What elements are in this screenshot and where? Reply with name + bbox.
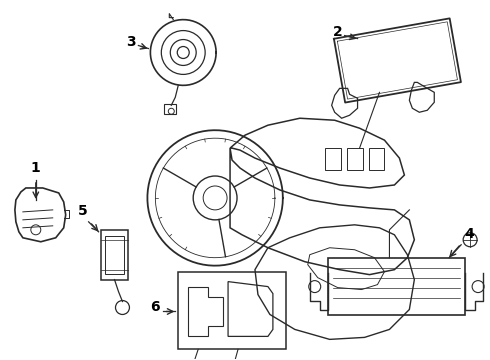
Bar — [325, 148, 341, 170]
Text: 2: 2 — [333, 24, 343, 39]
Text: 1: 1 — [31, 161, 41, 175]
Text: 4: 4 — [464, 227, 474, 241]
Bar — [328, 258, 465, 315]
Bar — [178, 272, 286, 349]
Bar — [104, 236, 124, 274]
Bar — [346, 148, 363, 170]
Text: 5: 5 — [78, 204, 88, 218]
Bar — [100, 230, 128, 280]
Text: 6: 6 — [150, 301, 160, 315]
Bar — [368, 148, 385, 170]
Text: 3: 3 — [125, 35, 135, 49]
Bar — [164, 104, 176, 114]
